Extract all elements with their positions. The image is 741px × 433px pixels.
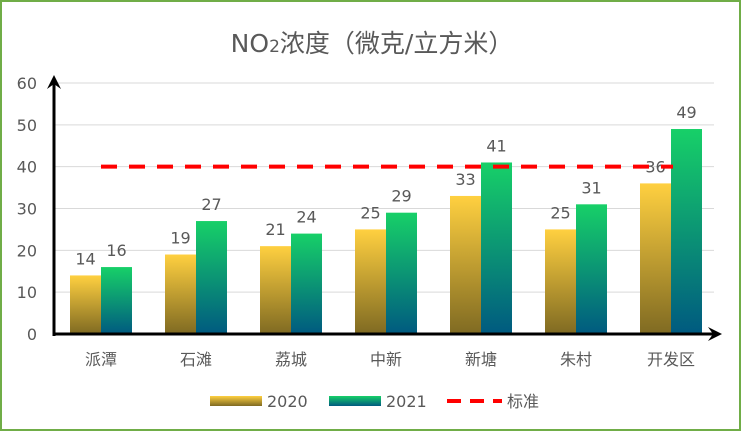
legend-label: 2021 <box>386 392 427 411</box>
bar-2020 <box>165 254 196 334</box>
y-tick-label: 20 <box>17 241 37 260</box>
y-tick-label: 10 <box>17 283 37 302</box>
data-label: 19 <box>170 229 190 248</box>
x-tick-label: 派潭 <box>85 350 117 369</box>
data-label: 25 <box>360 203 380 222</box>
data-label: 31 <box>581 178 601 197</box>
x-tick-label: 朱村 <box>560 350 592 369</box>
legend-label: 2020 <box>267 392 308 411</box>
bar-2021 <box>386 212 417 334</box>
y-tick-label: 60 <box>17 74 37 93</box>
data-label: 21 <box>265 220 285 239</box>
data-label: 14 <box>75 249 95 268</box>
y-tick-label: 0 <box>27 325 37 344</box>
x-tick-label: 中新 <box>370 350 402 369</box>
legend-label: 标准 <box>507 392 539 411</box>
data-label: 29 <box>391 187 411 206</box>
bar-2021 <box>671 129 702 334</box>
y-tick-label: 50 <box>17 116 37 135</box>
x-tick-label: 开发区 <box>647 350 695 369</box>
bar-2021 <box>291 233 322 334</box>
x-tick-label: 石滩 <box>180 350 212 369</box>
bar-2020 <box>545 229 576 334</box>
x-axis-arrow-icon <box>708 327 722 341</box>
y-tick-label: 30 <box>17 200 37 219</box>
bar-2021 <box>576 204 607 334</box>
data-label: 49 <box>676 103 696 122</box>
data-label: 27 <box>201 195 221 214</box>
bar-2020 <box>70 275 101 334</box>
data-label: 25 <box>550 203 570 222</box>
bar-2021 <box>481 162 512 334</box>
legend-swatch-2020 <box>210 396 262 406</box>
y-axis-arrow-icon <box>47 75 61 89</box>
x-tick-label: 荔城 <box>275 350 307 369</box>
bar-2021 <box>101 267 132 334</box>
bar-2020 <box>640 183 671 334</box>
bar-2021 <box>196 221 227 334</box>
data-label: 24 <box>296 208 316 227</box>
chart-title: NO2浓度（微克/立方米） <box>231 29 514 58</box>
x-tick-label: 新塘 <box>465 350 497 369</box>
legend-swatch-2021 <box>329 396 381 406</box>
y-tick-label: 40 <box>17 158 37 177</box>
bar-2020 <box>260 246 291 334</box>
bar-2020 <box>355 229 386 334</box>
data-label: 41 <box>486 136 506 155</box>
bar-2020 <box>450 195 481 334</box>
data-label: 33 <box>455 170 475 189</box>
data-label: 16 <box>106 241 126 260</box>
data-label: 36 <box>645 157 665 176</box>
